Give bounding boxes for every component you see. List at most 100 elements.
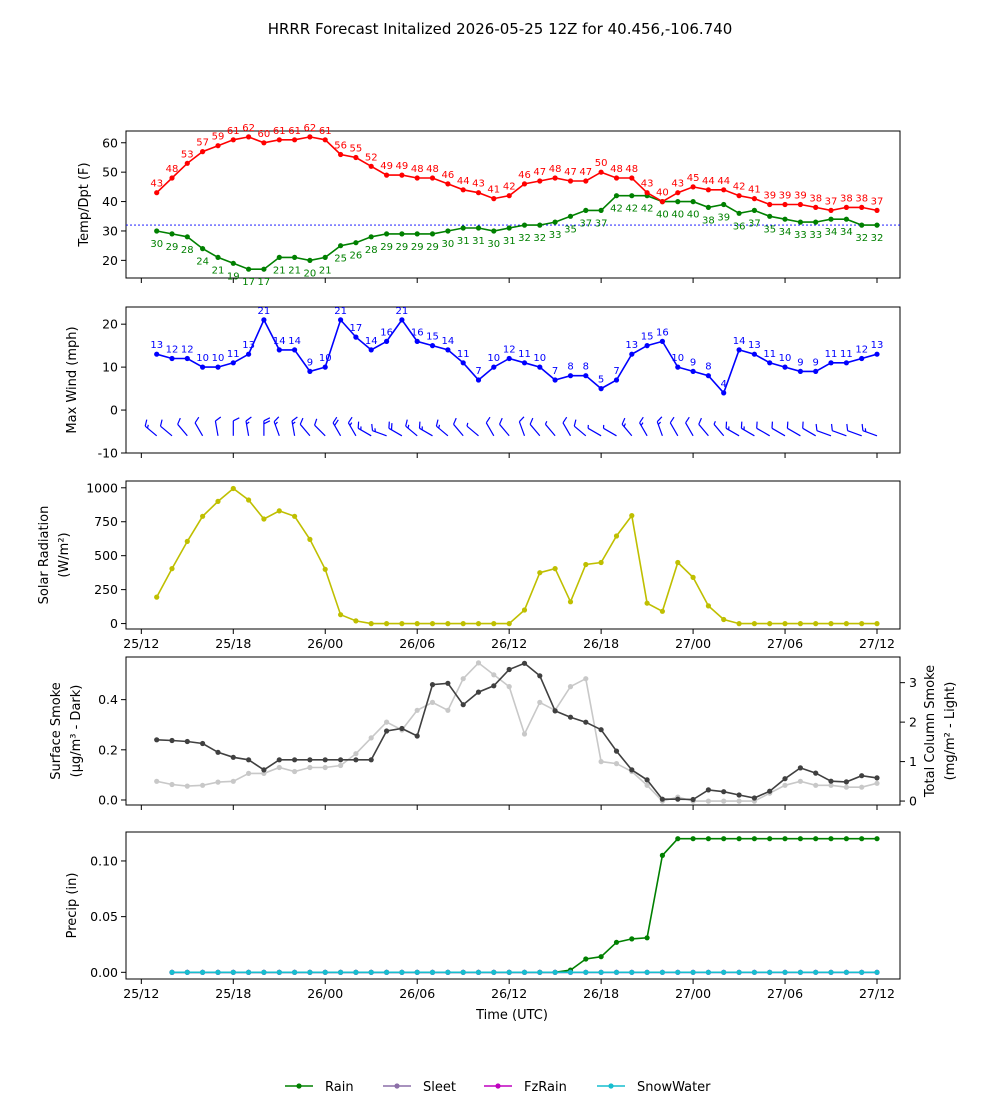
precip-snowwater-point xyxy=(215,969,221,975)
temperature-temp-point xyxy=(751,196,758,202)
wind-barb xyxy=(562,416,572,437)
smoke-smoke_dark-point xyxy=(475,689,482,695)
wind-barb xyxy=(544,420,556,437)
smoke-y-tick-label: 0.4 xyxy=(98,692,118,707)
temperature-dewpoint-point xyxy=(475,225,482,231)
smoke-smoke_dark-point xyxy=(414,733,420,739)
figure-title: HRRR Forecast Initalized 2026-05-25 12Z … xyxy=(268,20,733,38)
wind-barb-flag xyxy=(263,417,271,422)
wind-wind-data-label: 12 xyxy=(503,345,516,356)
smoke-smoke_light-point xyxy=(521,731,528,737)
wind-barb-staff xyxy=(573,425,587,437)
wind-wind-data-label: 9 xyxy=(797,357,803,368)
wind-barb xyxy=(405,419,418,437)
temperature-dewpoint-point xyxy=(613,193,620,199)
precip-snowwater-point xyxy=(583,969,589,975)
temperature-dewpoint-data-label: 21 xyxy=(319,265,332,276)
smoke-smoke_dark-point xyxy=(292,757,298,763)
wind-barb-staff xyxy=(485,422,495,437)
precip-snowwater-point xyxy=(813,969,819,975)
temperature-dewpoint-point xyxy=(414,231,420,237)
solar-solar-point xyxy=(751,621,758,627)
precip-rain-point xyxy=(598,954,604,960)
solar-solar-point xyxy=(276,508,282,514)
smoke-smoke_light-point xyxy=(384,719,390,725)
wind-barb-staff xyxy=(214,420,219,436)
temperature-temp-point xyxy=(659,199,666,205)
solar-solar-point xyxy=(429,621,436,627)
wind-wind-point xyxy=(828,360,834,366)
precip-snowwater-point xyxy=(261,969,267,975)
temperature-dewpoint-point xyxy=(567,213,574,219)
wind-wind-point xyxy=(874,351,880,357)
smoke-smoke_light-point xyxy=(721,798,727,804)
precip-rain-point xyxy=(797,836,804,842)
wind-wind-point xyxy=(613,377,620,383)
precip-snowwater-point xyxy=(552,969,558,975)
temperature-temp-point xyxy=(338,151,344,158)
temperature-dewpoint-data-label: 31 xyxy=(457,236,470,247)
temperature-dewpoint-point xyxy=(169,231,175,237)
wind-barb xyxy=(347,416,357,437)
temperature-y-tick-label: 60 xyxy=(102,135,118,150)
wind-wind-data-label: 11 xyxy=(825,349,838,360)
solar-solar-point xyxy=(184,538,190,545)
wind-barb-flag xyxy=(529,417,534,425)
smoke-smoke_light-point xyxy=(797,778,804,784)
wind-barb-half-flag xyxy=(246,421,250,425)
smoke-smoke_light-point xyxy=(184,783,190,789)
smoke-smoke_light-line xyxy=(156,661,878,802)
wind-barb-staff xyxy=(741,427,755,437)
solar-solar-point xyxy=(154,594,160,600)
temperature-dewpoint-point xyxy=(184,234,190,240)
temperature-temp-point xyxy=(721,187,727,193)
temperature-dewpoint-point xyxy=(307,257,313,263)
temperature-temp-data-label: 48 xyxy=(549,164,562,175)
temperature-dewpoint-data-label: 30 xyxy=(442,239,455,250)
wind-barb xyxy=(435,419,449,437)
wind-barb xyxy=(314,418,326,437)
wind-wind-point xyxy=(598,386,604,392)
precip-rain-point xyxy=(859,836,865,842)
temperature-y-tick-label: 50 xyxy=(102,165,118,180)
wind-wind-data-label: 14 xyxy=(273,336,286,347)
temperature-dewpoint-point xyxy=(338,243,344,249)
precip-snowwater-point xyxy=(675,969,681,975)
wind-wind-point xyxy=(813,368,819,374)
wind-barb-staff xyxy=(756,427,771,437)
wind-barb-staff xyxy=(725,427,740,437)
wind-barb xyxy=(466,422,479,437)
temperature-dewpoint-data-label: 37 xyxy=(579,218,592,229)
temperature-temp-data-label: 37 xyxy=(825,196,838,207)
temperature-dewpoint-data-label: 33 xyxy=(794,230,807,241)
temperature-temp-data-label: 44 xyxy=(717,176,730,187)
legend-rain-marker xyxy=(296,1083,302,1089)
smoke-smoke_dark-point xyxy=(230,754,236,760)
temperature-temp-point xyxy=(307,134,313,140)
solar-solar-point xyxy=(506,621,512,627)
wind-wind-point xyxy=(230,360,236,366)
wind-barb-flag xyxy=(273,416,280,423)
temperature-temp-data-label: 60 xyxy=(258,129,271,140)
precip-y-label: Precip (in) xyxy=(65,873,80,939)
precip-snowwater-point xyxy=(460,969,466,975)
smoke-smoke_dark-point xyxy=(169,737,175,744)
smoke-smoke_dark-point xyxy=(506,666,512,673)
precip-snowwater-point xyxy=(399,969,405,975)
wind-barb-half-flag xyxy=(657,421,662,425)
wind-wind-data-label: 12 xyxy=(166,345,179,356)
precip-rain-line xyxy=(172,837,877,974)
solar-solar-point xyxy=(813,621,819,627)
temperature-dewpoint-point xyxy=(368,234,374,240)
solar-solar-point xyxy=(353,618,359,624)
temperature-dewpoint-data-label: 36 xyxy=(733,221,746,232)
temperature-y-label: Temp/Dpt (F) xyxy=(77,162,92,247)
precip-snowwater-point xyxy=(338,969,344,975)
temperature-dewpoint-point xyxy=(767,213,773,219)
smoke-smoke_dark-point xyxy=(736,792,742,798)
solar-solar-point xyxy=(521,607,528,613)
solar-solar-point xyxy=(200,513,206,519)
wind-barb-flag xyxy=(418,421,421,429)
